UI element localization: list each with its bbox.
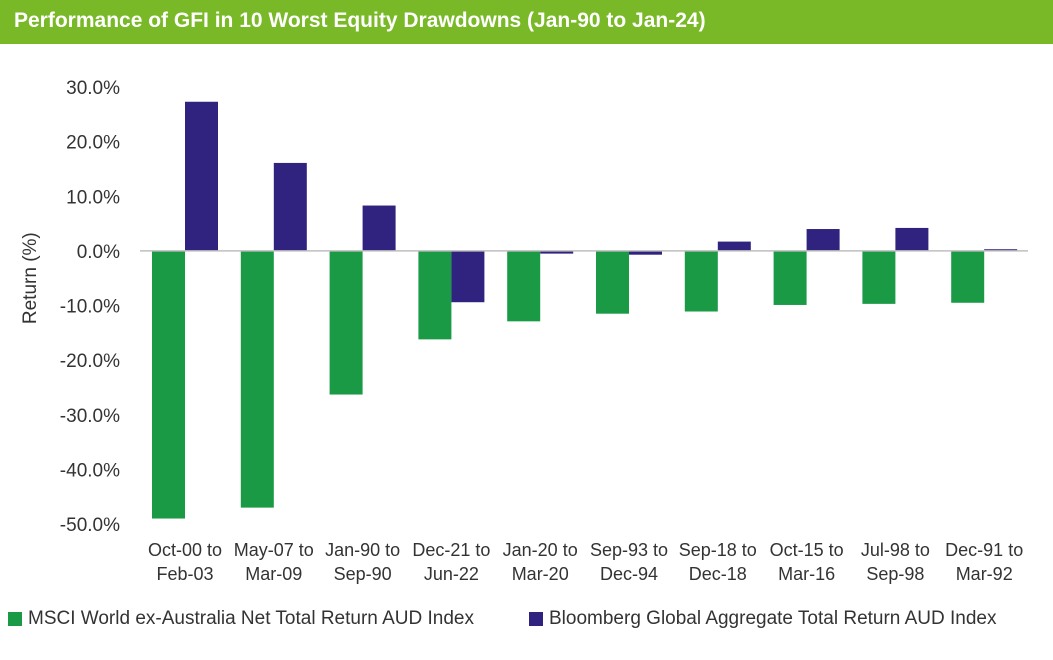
x-tick-label-line: Mar-92	[956, 564, 1013, 584]
bar-msci	[329, 250, 363, 395]
y-tick-label: -20.0%	[60, 351, 120, 372]
legend: MSCI World ex-Australia Net Total Return…	[8, 608, 1053, 636]
chart-title: Performance of GFI in 10 Worst Equity Dr…	[14, 9, 706, 32]
x-tick-label: Jul-98 to Sep-98	[861, 540, 930, 584]
x-tick-label-line: Sep-18 to	[679, 540, 757, 560]
y-tick-label: -40.0%	[60, 460, 120, 481]
x-tick-label: Sep-18 to Dec-18	[679, 540, 757, 584]
x-tick-label-line: May-07 to	[234, 540, 314, 560]
x-tick-label-line: Feb-03	[156, 564, 213, 584]
x-tick-label-line: Oct-00 to	[148, 540, 222, 560]
x-tick-label-line: Jan-20 to	[503, 540, 578, 560]
x-tick-label: Oct-00 to Feb-03	[148, 540, 222, 584]
y-tick-label: -10.0%	[60, 297, 120, 318]
y-axis-label: Return (%)	[20, 232, 41, 324]
y-tick-label: 0.0%	[77, 242, 120, 263]
x-tick-label-line: Jan-90 to	[325, 540, 400, 560]
legend-label-msci: MSCI World ex-Australia Net Total Return…	[28, 608, 474, 629]
bar-bloomberg	[273, 162, 307, 251]
y-tick-label: 10.0%	[66, 187, 120, 208]
legend-item-msci: MSCI World ex-Australia Net Total Return…	[8, 608, 474, 630]
x-tick-label: Oct-15 to Mar-16	[770, 540, 844, 584]
bar-msci	[152, 250, 185, 519]
legend-swatch-bloomberg	[529, 612, 543, 626]
x-tick-label: Jan-90 to Sep-90	[325, 540, 400, 584]
x-tick-label-line: Jul-98 to	[861, 540, 930, 560]
x-tick-label: Sep-93 to Dec-94	[590, 540, 668, 584]
x-tick-label: Dec-21 to Jun-22	[412, 540, 490, 584]
bar-bloomberg	[806, 229, 840, 251]
chart-canvas: 30.0% 20.0% 10.0% 0.0% -10.0% -20.0% -30.0% -40…	[20, 78, 1028, 584]
bar-msci	[951, 250, 985, 303]
x-tick-label-line: Sep-90	[334, 564, 392, 584]
bar-msci	[862, 250, 896, 304]
x-tick-label: May-07 to Mar-09	[234, 540, 314, 584]
x-tick-label-line: Mar-20	[512, 564, 569, 584]
x-tick-label-line: Dec-18	[689, 564, 747, 584]
legend-label-bloomberg: Bloomberg Global Aggregate Total Return …	[549, 608, 997, 629]
bar-msci	[596, 250, 629, 314]
x-tick-label-line: Dec-21 to	[412, 540, 490, 560]
y-tick-label: -50.0%	[60, 515, 120, 536]
x-tick-label-line: Dec-91 to	[945, 540, 1023, 560]
y-tick-label: 20.0%	[66, 133, 120, 154]
x-tick-label-line: Dec-94	[600, 564, 658, 584]
x-tick-label: Jan-20 to Mar-20	[503, 540, 578, 584]
bar-msci	[684, 250, 718, 312]
bar-bloomberg	[540, 250, 574, 254]
x-tick-label: Dec-91 to Mar-92	[945, 540, 1023, 584]
bar-msci	[773, 250, 807, 305]
bar-bloomberg	[362, 205, 396, 251]
bar-bloomberg	[984, 249, 1018, 251]
legend-swatch-msci	[8, 612, 22, 626]
y-tick-label: 30.0%	[66, 78, 120, 99]
bar-bloomberg	[629, 250, 662, 255]
bar-bloomberg	[895, 227, 929, 251]
x-tick-label-line: Oct-15 to	[770, 540, 844, 560]
x-tick-label-line: Jun-22	[424, 564, 479, 584]
x-tick-label-line: Sep-98	[866, 564, 924, 584]
x-tick-label-line: Mar-09	[245, 564, 302, 584]
legend-item-bloomberg: Bloomberg Global Aggregate Total Return …	[529, 608, 996, 630]
bar-msci	[507, 250, 541, 322]
x-tick-label-line: Sep-93 to	[590, 540, 668, 560]
bar-bloomberg	[451, 250, 485, 303]
title-bar: Performance of GFI in 10 Worst Equity Dr…	[0, 0, 1053, 44]
bar-bloomberg	[717, 241, 751, 251]
bar-msci	[418, 250, 452, 340]
bar-msci	[240, 250, 274, 508]
x-tick-label-line: Mar-16	[778, 564, 835, 584]
y-tick-label: -30.0%	[60, 406, 120, 427]
bar-bloomberg	[185, 101, 218, 251]
